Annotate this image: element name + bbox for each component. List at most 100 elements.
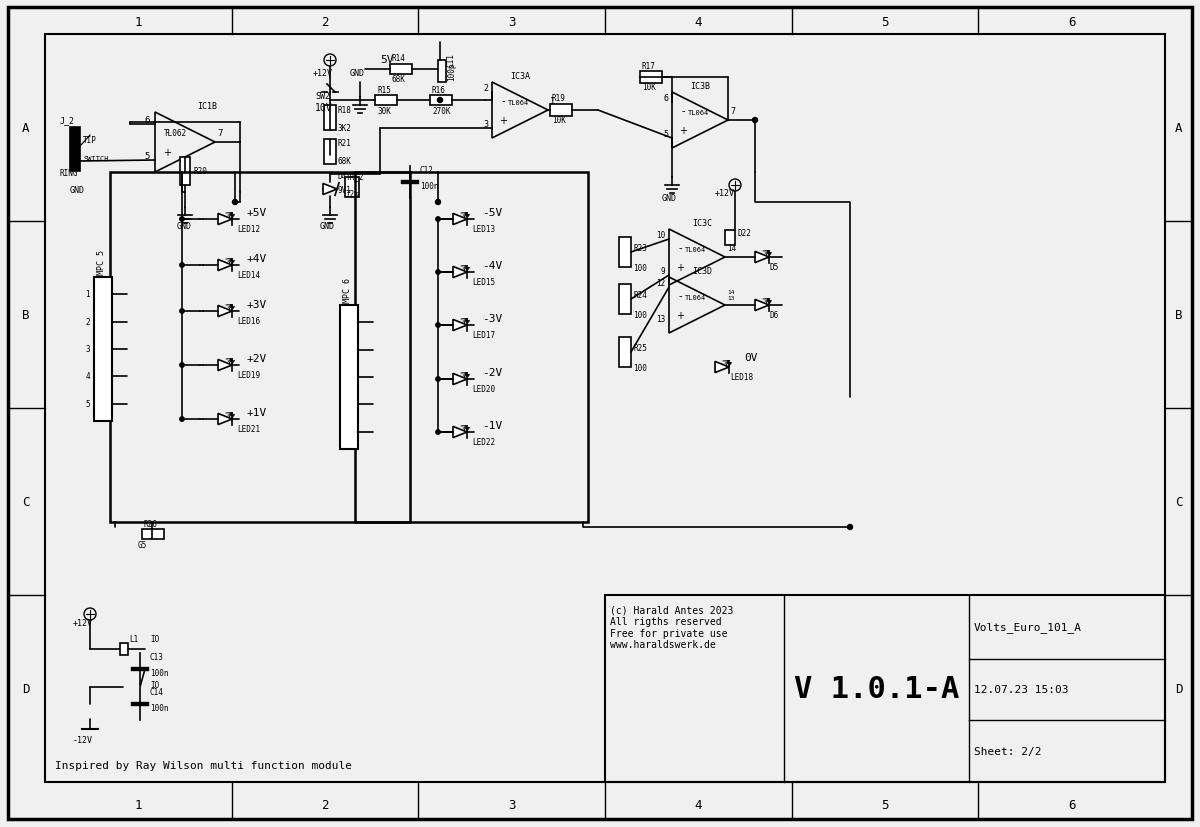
Circle shape	[180, 264, 185, 268]
Text: D5: D5	[770, 263, 779, 272]
Text: 6: 6	[662, 94, 668, 103]
Text: 270K: 270K	[432, 107, 450, 116]
Text: +5V: +5V	[247, 208, 268, 218]
Text: Inspired by Ray Wilson multi function module: Inspired by Ray Wilson multi function mo…	[55, 760, 352, 770]
Text: B: B	[23, 308, 30, 322]
Text: 100p: 100p	[446, 62, 456, 81]
Bar	[605, 595, 1165, 782]
Text: +1V: +1V	[247, 408, 268, 418]
Text: 100: 100	[634, 364, 647, 372]
Text: 4: 4	[85, 372, 90, 381]
Text: C: C	[23, 495, 30, 509]
Text: R19: R19	[552, 94, 566, 103]
Text: -12V: -12V	[73, 735, 94, 744]
Text: 0V: 0V	[744, 352, 757, 362]
Bar	[438, 61, 446, 83]
Polygon shape	[218, 414, 232, 425]
Text: RING: RING	[60, 169, 78, 178]
Text: TL064: TL064	[685, 294, 707, 301]
Text: +3V: +3V	[247, 299, 268, 309]
Bar	[324, 140, 336, 165]
Text: TR_2: TR_2	[346, 172, 365, 181]
Circle shape	[180, 309, 185, 313]
Text: SW2: SW2	[314, 92, 330, 101]
Bar	[374, 96, 397, 106]
Text: GND: GND	[662, 194, 677, 203]
Text: 3: 3	[74, 149, 79, 158]
Text: G5: G5	[138, 540, 148, 549]
Text: 5: 5	[662, 130, 668, 139]
Bar	[430, 96, 452, 106]
Text: J_2: J_2	[60, 116, 74, 125]
Circle shape	[436, 270, 440, 275]
Text: 100n: 100n	[150, 668, 168, 677]
Text: A: A	[1175, 122, 1183, 135]
Text: +: +	[499, 116, 508, 126]
Text: MPC 6: MPC 6	[343, 278, 352, 303]
Text: 100n: 100n	[420, 182, 438, 191]
Polygon shape	[755, 300, 769, 311]
Text: TL064: TL064	[508, 100, 529, 106]
Bar	[340, 306, 358, 449]
Bar	[619, 284, 631, 314]
Circle shape	[436, 323, 440, 327]
Bar	[725, 231, 734, 246]
Text: L1: L1	[130, 634, 138, 643]
Text: C12: C12	[420, 165, 434, 174]
Text: 72k: 72k	[346, 189, 360, 198]
Bar	[640, 72, 662, 84]
Polygon shape	[454, 214, 467, 225]
Circle shape	[180, 363, 185, 368]
Text: 5: 5	[881, 16, 889, 28]
Polygon shape	[323, 184, 337, 195]
Text: D: D	[1175, 682, 1183, 696]
Polygon shape	[218, 214, 232, 225]
Bar	[110, 173, 410, 523]
Text: C13: C13	[150, 653, 164, 662]
Circle shape	[436, 200, 440, 205]
Text: 6: 6	[145, 116, 150, 125]
Text: V 1.0.1-A: V 1.0.1-A	[794, 674, 959, 703]
Text: R18: R18	[338, 106, 352, 115]
Bar	[94, 278, 112, 422]
Text: 3: 3	[85, 345, 90, 354]
Text: D4: D4	[338, 172, 347, 181]
Text: 2: 2	[74, 129, 79, 138]
Text: 12: 12	[655, 279, 665, 288]
Text: +4V: +4V	[247, 254, 268, 264]
Polygon shape	[755, 252, 769, 263]
Text: (c) Harald Antes 2023: (c) Harald Antes 2023	[610, 605, 733, 615]
Bar	[324, 106, 336, 131]
Text: +12V: +12V	[73, 619, 94, 627]
Text: 14: 14	[727, 244, 737, 253]
Polygon shape	[454, 267, 467, 278]
Circle shape	[847, 525, 852, 530]
Text: D: D	[23, 682, 30, 696]
Text: www.haraldswerk.de: www.haraldswerk.de	[610, 640, 715, 650]
Polygon shape	[218, 360, 232, 371]
Circle shape	[436, 377, 440, 382]
Text: LED20: LED20	[472, 385, 496, 394]
Text: GND: GND	[350, 69, 365, 78]
Text: 100: 100	[634, 264, 647, 273]
Text: TL064: TL064	[685, 246, 707, 253]
Bar	[70, 128, 80, 172]
Polygon shape	[218, 260, 232, 271]
Bar	[355, 173, 588, 523]
Circle shape	[233, 200, 238, 205]
Bar	[180, 158, 190, 186]
Text: +: +	[163, 148, 172, 158]
Text: 10K: 10K	[552, 116, 566, 125]
Text: -: -	[166, 127, 169, 137]
Circle shape	[436, 430, 440, 435]
Text: LED18: LED18	[730, 372, 754, 381]
Text: LED19: LED19	[238, 370, 260, 380]
Text: IC3C: IC3C	[692, 218, 712, 227]
Polygon shape	[454, 427, 467, 438]
Text: GND: GND	[70, 186, 85, 195]
Text: 4: 4	[695, 16, 702, 28]
Text: GND: GND	[320, 222, 335, 231]
Text: LED12: LED12	[238, 225, 260, 234]
Text: -: -	[678, 243, 682, 253]
Text: TL064: TL064	[688, 110, 709, 116]
